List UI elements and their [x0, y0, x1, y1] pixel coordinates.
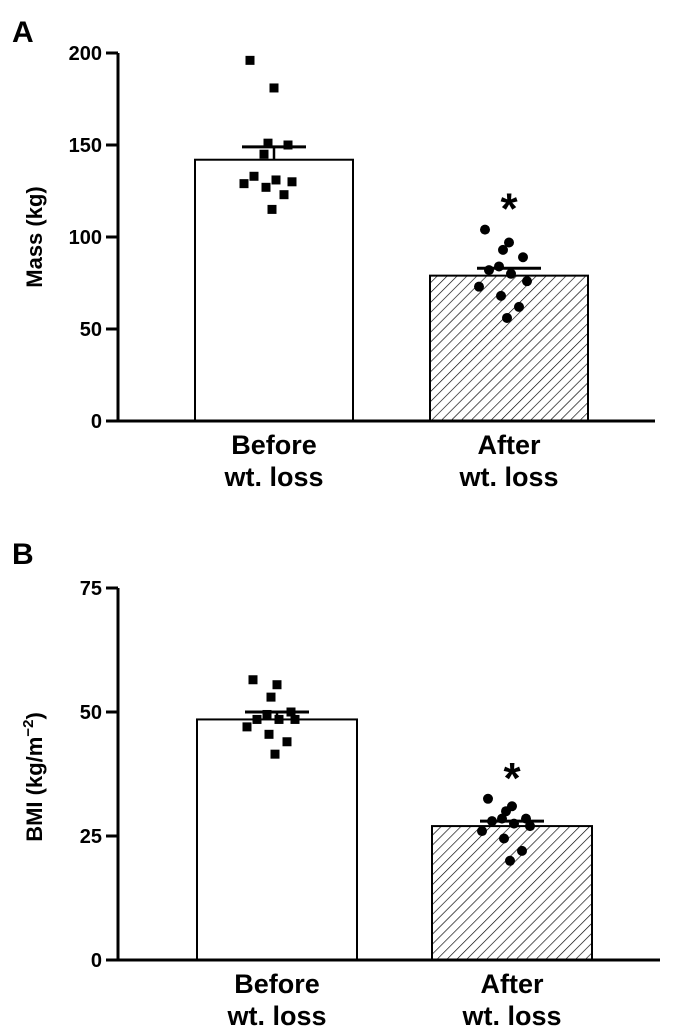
- panel-a-category-label-0-line2: wt. loss: [223, 462, 323, 492]
- panel-a-ylabel-wrap: Mass (kg): [22, 186, 47, 287]
- panel-a-category-label-1-line1: After: [477, 430, 540, 460]
- panel-a-point-0-1: [269, 83, 279, 93]
- panel-b-point-0-11: [270, 749, 280, 759]
- panel-b-point-0-10: [282, 737, 292, 747]
- panel-a-point-1-9: [496, 290, 506, 301]
- panel-b-ylabel-end: ): [22, 712, 47, 719]
- panel-b-point-0-2: [266, 692, 276, 702]
- panel-b-point-0-9: [264, 729, 274, 739]
- panel-b-point-0-1: [272, 680, 282, 690]
- panel-b-point-1-0: [483, 793, 493, 804]
- panel-b-point-0-5: [252, 714, 262, 724]
- panel-a-point-1-6: [506, 268, 516, 279]
- panel-b-point-1-10: [517, 845, 527, 856]
- panel-a-point-0-0: [245, 55, 255, 65]
- panel-b-ytick-label-1: 25: [80, 826, 102, 848]
- panel-b-point-1-9: [499, 833, 509, 844]
- panel-b-category-label-0-line2: wt. loss: [226, 1001, 326, 1031]
- panel-b-point-0-4: [262, 709, 272, 719]
- panel-a-ytick-label-3: 150: [69, 135, 102, 157]
- panel-b-bar-0: [196, 718, 358, 961]
- panel-b-category-label-0-line1: Before: [234, 969, 320, 999]
- panel-b-ylabel: BMI (kg/m−2): [20, 712, 47, 842]
- panel-b-ytick-label-0: 0: [91, 950, 102, 972]
- panel-b-point-1-2: [501, 806, 511, 817]
- panel-b-point-0-0: [248, 675, 258, 685]
- panel-a-ytick-label-2: 100: [69, 227, 102, 249]
- panel-a-ytick-label-4: 200: [69, 43, 102, 65]
- panel-a-point-0-2: [263, 138, 273, 148]
- panel-a-point-1-3: [518, 252, 528, 263]
- panel-a-point-0-4: [259, 149, 269, 159]
- panel-b-category-label-1-line1: After: [480, 969, 543, 999]
- panel-a-bar-0: [194, 158, 354, 422]
- panel-a-point-0-10: [279, 190, 289, 200]
- panel-a-point-0-5: [249, 171, 259, 181]
- panel-a-point-1-7: [522, 276, 532, 287]
- panel-a-point-0-9: [261, 182, 271, 192]
- panel-a-point-1-10: [514, 301, 524, 312]
- panel-a-point-0-6: [271, 175, 281, 185]
- panel-b-point-0-8: [242, 722, 252, 732]
- panel-a-category-label-0-line1: Before: [231, 430, 317, 460]
- panel-a-ytick-label-0: 0: [91, 411, 102, 433]
- panel-b-point-1-5: [487, 816, 497, 827]
- panel-a-point-0-8: [239, 179, 249, 189]
- panel-a-ylabel: Mass (kg): [22, 186, 47, 287]
- panel-b-point-0-7: [290, 714, 300, 724]
- panel-b-point-1-11: [505, 855, 515, 866]
- panel-a-point-0-3: [283, 140, 293, 150]
- panel-b-point-1-7: [525, 821, 535, 832]
- panel-b-point-1-6: [509, 818, 519, 829]
- panel-a-label: A: [12, 16, 34, 49]
- panel-b-category-label-1-line2: wt. loss: [461, 1001, 561, 1031]
- panel-b-ytick-label-3: 75: [80, 578, 102, 600]
- panel-a-point-1-11: [502, 312, 512, 323]
- panel-a-category-label-1-line2: wt. loss: [458, 462, 558, 492]
- panel-a-point-1-8: [474, 281, 484, 292]
- panel-b-label: B: [12, 538, 34, 571]
- panel-b-bar-1: [431, 825, 593, 962]
- panel-b-point-0-3: [286, 707, 296, 717]
- panel-a-ytick-label-1: 50: [80, 319, 102, 341]
- panel-a-point-0-11: [267, 204, 277, 214]
- panel-b-significance-0: *: [503, 754, 521, 803]
- panel-a-point-0-7: [287, 177, 297, 187]
- panel-a-point-1-2: [498, 244, 508, 255]
- panel-b-point-1-8: [477, 826, 487, 837]
- panel-b-point-1-4: [497, 813, 507, 824]
- panel-a-point-1-1: [504, 237, 514, 248]
- panel-b-point-0-6: [274, 714, 284, 724]
- panel-a-point-1-0: [480, 224, 490, 235]
- panel-b-ylabel-sup: −2: [20, 720, 37, 737]
- panel-a-significance-0: *: [500, 185, 518, 234]
- panel-b-ylabel-wrap: BMI (kg/m−2): [20, 712, 47, 842]
- panel-b-point-1-3: [521, 813, 531, 824]
- panel-a-bar-1: [429, 274, 589, 423]
- panel-a-point-1-4: [494, 261, 504, 272]
- panel-b-ytick-label-2: 50: [80, 702, 102, 724]
- panel-b-ylabel-main: BMI (kg/m: [22, 737, 47, 842]
- panel-a-point-1-5: [484, 265, 494, 276]
